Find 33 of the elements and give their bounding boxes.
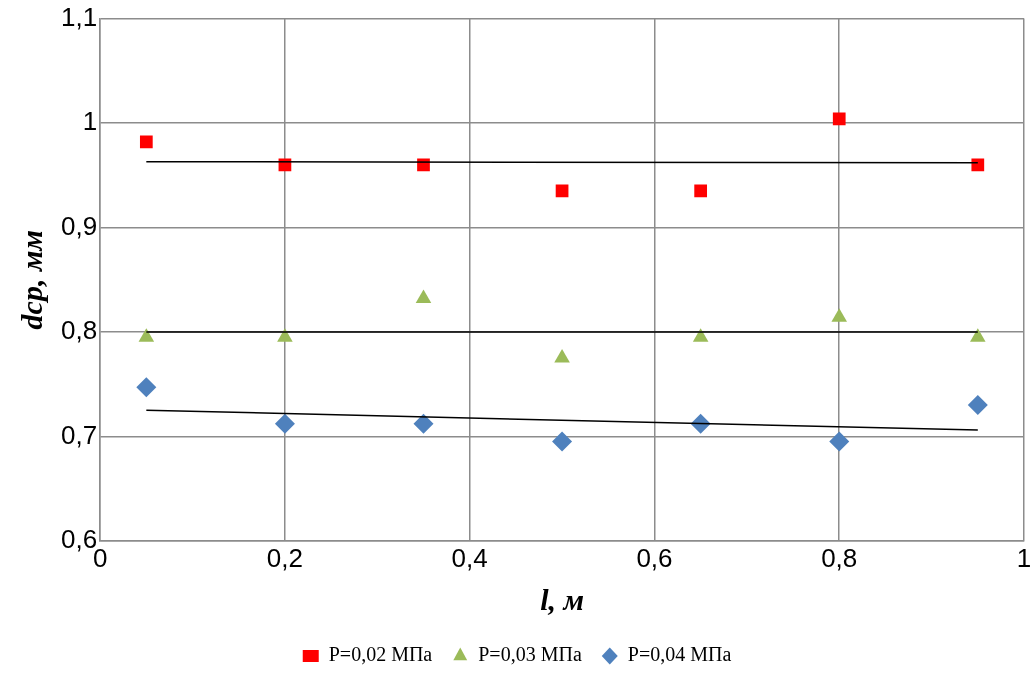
- x-axis-title: l, м: [540, 582, 585, 616]
- point: [831, 308, 848, 322]
- point: [415, 289, 432, 303]
- point: [967, 395, 988, 416]
- point: [971, 158, 985, 172]
- point: [829, 431, 850, 452]
- point: [692, 328, 709, 342]
- point: [413, 413, 434, 434]
- point: [690, 413, 711, 434]
- point: [970, 328, 986, 342]
- y-tick-label: 0,8: [60, 315, 98, 346]
- y-tick-label: 1,1: [60, 1, 98, 32]
- point: [694, 184, 708, 198]
- point: [832, 112, 846, 126]
- legend-label: P=0,04 МПа: [627, 643, 732, 666]
- point: [277, 328, 293, 342]
- y-tick-label: 0,7: [60, 419, 98, 450]
- point: [138, 328, 155, 342]
- y-axis-title: dср, мм: [14, 229, 48, 330]
- x-tick-label: 0,4: [451, 542, 488, 573]
- x-tick-label: 0,2: [266, 542, 303, 573]
- point: [139, 135, 153, 149]
- legend-label: P=0,02 МПа: [328, 643, 433, 666]
- x-tick-label: 0,6: [636, 542, 673, 573]
- y-tick-label: 1: [82, 106, 98, 137]
- point: [274, 413, 295, 434]
- point: [552, 431, 573, 452]
- point: [136, 377, 157, 398]
- x-tick-label: 1: [1016, 542, 1032, 573]
- point: [554, 349, 570, 363]
- x-tick-label: 0,8: [821, 542, 858, 573]
- legend-label: P=0,03 МПа: [478, 643, 582, 666]
- y-tick-label: 0,9: [60, 210, 98, 241]
